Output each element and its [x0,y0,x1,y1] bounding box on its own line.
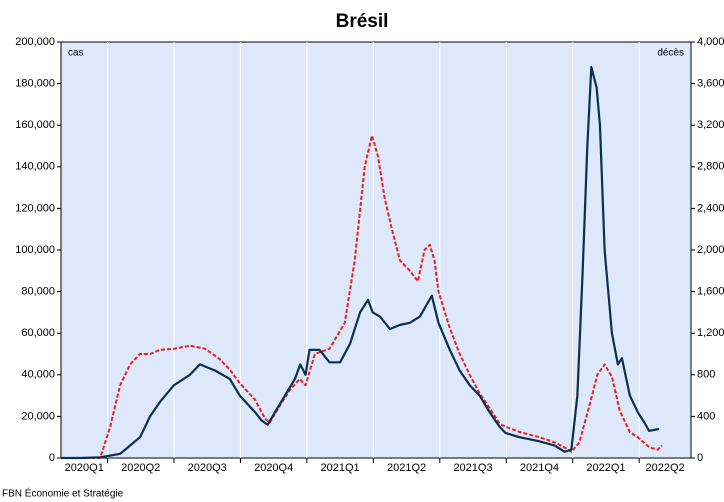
x-tick-label: 2021Q3 [453,462,492,474]
y-axis-label: cas [68,48,84,59]
series-line [61,134,663,459]
series-line [61,65,660,460]
y2-tick-label: 2,400 [697,202,724,214]
y2-axis-label: décès [657,48,684,59]
y-tick-label: 120,000 [15,202,55,214]
y-tick-label: 60,000 [21,327,55,339]
x-tick-label: 2022Q2 [646,462,685,474]
y2-tick-label: 3,600 [697,78,724,90]
y-tick-label: 40,000 [21,369,55,381]
x-tick-label: 2021Q4 [520,462,559,474]
y-tick-label: 80,000 [21,286,55,298]
plot-area [60,41,692,459]
x-tick-label: 2020Q1 [65,462,104,474]
y-tick-label: 180,000 [15,78,55,90]
y-tick-label: 100,000 [15,244,55,256]
x-tick-label: 2021Q1 [321,462,360,474]
source: FBN Économie et Stratégie [2,487,124,500]
y2-tick-label: 1,600 [697,286,724,298]
y2-tick-label: 2,800 [697,161,724,173]
y-tick-label: 160,000 [15,119,55,131]
x-tick-label: 2021Q2 [387,462,426,474]
y2-tick-label: 3,200 [697,119,724,131]
y-tick-label: 200,000 [15,36,55,48]
x-tick-label: 2020Q3 [188,462,227,474]
y2-tick-label: 0 [697,452,703,464]
x-tick-label: 2022Q1 [586,462,625,474]
y2-tick-label: 800 [697,369,715,381]
y-tick-label: 140,000 [15,161,55,173]
y-tick-label: 0 [49,452,55,464]
y2-tick-label: 1,200 [697,327,724,339]
x-tick-label: 2020Q2 [121,462,160,474]
chart-title: Brésil [336,11,389,32]
y-tick-label: 20,000 [21,410,55,422]
y2-tick-label: 4,000 [697,36,724,48]
x-tick-label: 2020Q4 [254,462,293,474]
y2-tick-label: 400 [697,410,715,422]
y2-tick-label: 2,000 [697,244,724,256]
